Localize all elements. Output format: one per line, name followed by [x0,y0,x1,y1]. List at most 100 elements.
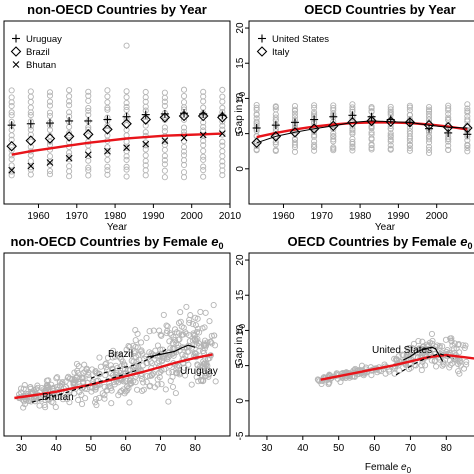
background-point [27,166,34,173]
background-point [66,129,73,136]
background-point [75,378,82,385]
background-point [134,386,141,393]
background-point [103,360,110,367]
y-tick-label: 10 [235,324,246,336]
background-point [120,361,127,368]
panel-title-non-oecd-year: non-OECD Countries by Year [27,2,207,17]
background-point [445,142,452,149]
background-point [165,369,172,376]
background-point [46,153,54,160]
marker-italy [251,137,262,149]
background-point [406,141,413,148]
background-point [85,104,92,112]
x-tick-label: 40 [297,443,309,454]
background-point [17,385,25,392]
background-point [368,144,375,152]
background-point [415,338,422,345]
background-point [180,143,188,151]
background-point [208,340,215,347]
background-point [349,147,356,154]
background-point [123,156,130,163]
trend-line [320,353,474,381]
annotation-uruguay: Uruguay [180,366,218,377]
background-point [85,97,92,104]
background-point [436,344,443,351]
background-point [349,143,356,150]
background-point [187,312,194,319]
annotation-united-states: United States [372,345,432,356]
background-point [96,354,103,361]
background-point [406,130,413,137]
background-point [8,168,15,175]
background-point [406,128,413,135]
background-point [152,347,159,354]
background-point [200,173,207,180]
background-point [202,309,209,316]
x-axis-label-p1: Year [375,222,396,233]
background-point [311,109,318,116]
background-point [140,379,147,386]
background-point [46,109,54,116]
background-point [253,104,260,111]
marker-bhutan [123,144,130,152]
legend-p0: Uruguay Brazil Bhutan [26,34,62,71]
background-point [104,147,111,155]
background-point [8,147,15,154]
x-tick-label: 50 [333,443,345,454]
background-point [170,334,177,341]
background-point [202,341,209,348]
marker-brazil [121,118,132,130]
marker-bhutan [142,140,150,148]
y-tick-label: -5 [235,431,246,440]
background-point [159,357,166,364]
background-point [123,88,130,95]
background-point [212,378,219,385]
background-point [183,303,190,310]
background-point [406,104,413,111]
background-point [191,349,198,357]
background-point [161,89,168,96]
legend-marker-brazil [10,46,22,57]
background-point [150,370,157,377]
background-point [66,156,73,163]
background-point [445,102,452,109]
background-point [175,319,183,326]
background-point [92,369,99,376]
background-point [56,382,63,389]
series-line-uruguay [146,344,196,358]
background-point [189,321,196,328]
background-point [174,363,181,370]
background-point [200,104,207,111]
background-point [179,351,186,358]
marker-bhutan [104,147,111,155]
background-point [387,103,394,110]
background-point [200,377,207,384]
y-tick-label: 20 [235,254,246,266]
background-point [85,126,92,133]
x-tick-label: 2000 [426,211,449,222]
background-point [142,172,149,179]
background-point [219,122,226,129]
background-point [123,148,130,155]
background-point [330,144,337,151]
background-point [330,136,337,143]
marker-italy [270,131,282,142]
legend-label-united-states: United States [272,34,329,45]
background-point [211,342,219,349]
background-point [386,368,393,375]
x-axis-label-p3: Female e0 [365,462,412,474]
background-point [219,162,226,169]
background-point [161,146,168,153]
background-point [96,394,103,401]
marker-brazil [140,114,152,125]
background-point [8,162,15,169]
background-point [81,361,88,368]
background-point [92,395,100,403]
background-point [104,354,112,361]
background-point [406,145,413,152]
background-point [162,386,169,393]
background-point [66,132,73,139]
background-point [166,338,173,345]
background-point [422,362,429,369]
marker-italy [366,115,377,127]
